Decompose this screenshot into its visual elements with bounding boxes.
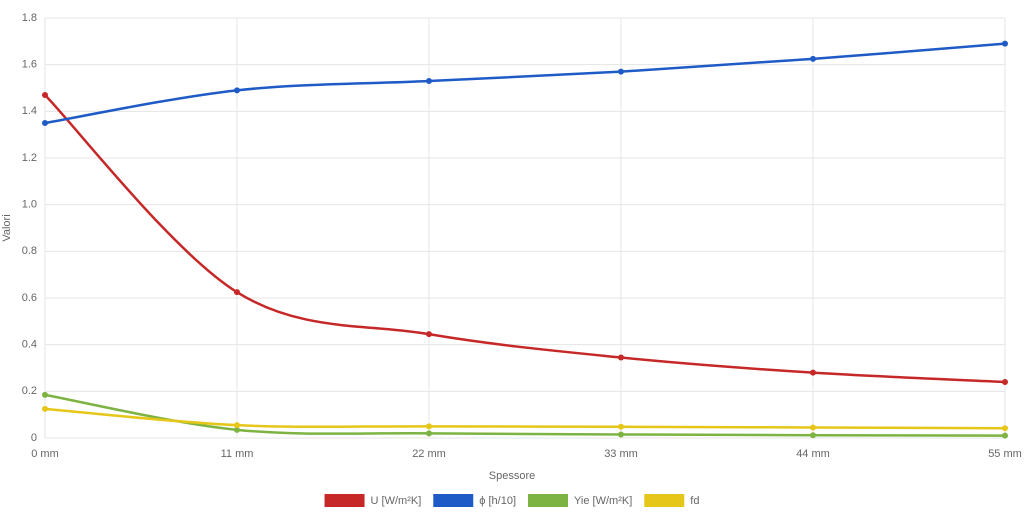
legend-swatch bbox=[644, 494, 685, 507]
series-line bbox=[44, 94, 1006, 384]
legend-swatch bbox=[324, 494, 365, 507]
series-line bbox=[44, 407, 1006, 430]
y-tick-label: 1.2 bbox=[22, 152, 37, 164]
legend-label: Yie [W/m²K] bbox=[574, 495, 632, 507]
y-tick-label: 0.8 bbox=[22, 245, 37, 257]
legend-swatch bbox=[528, 494, 569, 507]
data-point bbox=[1002, 40, 1008, 47]
y-tick-label: 1.6 bbox=[22, 59, 37, 71]
legend: U [W/m²K] ϕ [h/10] Yie [W/m²K] fd bbox=[324, 494, 699, 507]
legend-label: ϕ [h/10] bbox=[479, 495, 516, 507]
data-point bbox=[810, 55, 816, 62]
data-point bbox=[618, 423, 624, 430]
data-point bbox=[1002, 432, 1008, 439]
data-point bbox=[42, 120, 48, 126]
data-point bbox=[426, 331, 432, 338]
legend-label: fd bbox=[690, 495, 699, 507]
x-tick-label: 11 mm bbox=[221, 448, 254, 460]
y-tick-label: 1.8 bbox=[22, 12, 37, 24]
data-point bbox=[618, 68, 624, 75]
data-point bbox=[234, 426, 240, 433]
series-line bbox=[44, 393, 1006, 437]
legend-swatch bbox=[433, 494, 474, 507]
data-point bbox=[618, 354, 624, 361]
x-tick-label: 22 mm bbox=[412, 448, 446, 460]
data-point bbox=[426, 78, 432, 84]
data-point bbox=[42, 391, 48, 398]
data-point bbox=[42, 92, 48, 98]
legend-label: U [W/m²K] bbox=[371, 495, 422, 507]
x-tick-label: 33 mm bbox=[604, 448, 638, 460]
y-tick-label: 1.4 bbox=[22, 105, 37, 117]
data-point bbox=[1002, 379, 1008, 385]
y-tick-label: 1.0 bbox=[22, 199, 37, 211]
y-axis-title: Valori bbox=[1, 214, 13, 241]
data-point bbox=[810, 369, 816, 376]
series-line bbox=[44, 42, 1006, 125]
data-point bbox=[810, 432, 816, 439]
y-tick-label: 0.2 bbox=[22, 385, 37, 397]
data-point bbox=[234, 87, 240, 94]
data-point bbox=[234, 289, 240, 296]
x-axis-title: Spessore bbox=[489, 470, 535, 482]
data-point bbox=[234, 422, 240, 429]
data-point bbox=[1002, 425, 1008, 432]
data-point bbox=[426, 430, 432, 437]
y-tick-label: 0.4 bbox=[22, 339, 37, 351]
y-tick-label: 0 bbox=[31, 432, 37, 444]
data-point bbox=[810, 424, 816, 431]
data-point bbox=[426, 423, 432, 430]
data-point bbox=[618, 431, 624, 438]
y-tick-label: 0.6 bbox=[22, 292, 37, 304]
x-tick-label: 0 mm bbox=[31, 448, 59, 460]
x-tick-label: 55 mm bbox=[988, 448, 1022, 460]
data-point bbox=[42, 405, 48, 412]
x-tick-label: 44 mm bbox=[796, 448, 830, 460]
